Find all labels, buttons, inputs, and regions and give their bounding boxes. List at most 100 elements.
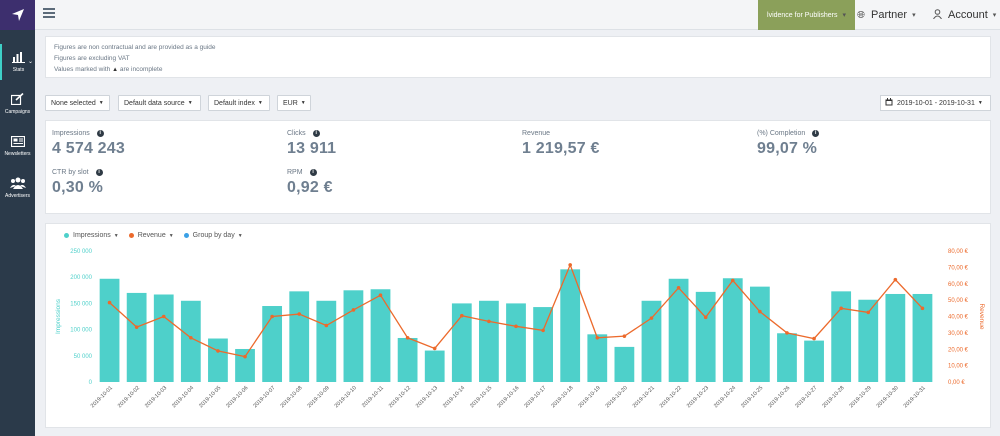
x-tick-label: 2019-10-18 [550,385,574,409]
kpi-panel: Impressions i 4 574 243 Clicks i 13 911 Re… [45,120,991,214]
globe-icon: 🌐︎ [857,9,865,21]
revenue-point [514,324,518,329]
sidebar-item-stats[interactable]: Stats ⌄ [0,44,35,80]
caret-down-icon: ▼ [300,100,306,106]
y2-tick-label: 30,00 € [948,331,969,337]
x-tick-label: 2019-10-16 [496,385,520,409]
sidebar-item-newsletters[interactable]: Newsletters [0,128,35,164]
bar [397,337,418,382]
bar [424,350,445,382]
y2-tick-label: 70,00 € [948,265,969,271]
disclaimer-text: Values marked with [54,66,111,73]
x-tick-label: 2019-10-19 [578,385,602,409]
account-menu[interactable]: Account ▾ [933,0,996,30]
info-icon[interactable]: i [812,130,820,137]
selection-label: None selected [51,99,96,107]
info-icon[interactable]: i [96,130,104,137]
info-icon[interactable]: i [309,169,317,176]
x-tick-label: 2019-10-09 [307,385,331,409]
x-tick-label: 2019-10-04 [171,385,195,409]
x-tick-label: 2019-10-12 [388,385,412,409]
hamburger-menu-icon[interactable] [43,8,55,18]
x-tick-label: 2019-10-31 [903,385,927,409]
bar [641,300,662,382]
caret-down-icon: ▼ [257,100,263,106]
legend-label: Impressions [73,232,111,239]
x-tick-label: 2019-10-01 [90,385,114,409]
legend-revenue[interactable]: Revenue ▼ [128,232,174,239]
kpi-value: 0,92 € [287,179,333,196]
legend-impressions[interactable]: Impressions ▼ [64,232,119,239]
revenue-point [568,263,572,267]
bar [858,299,879,382]
calendar-icon [885,98,893,108]
partner-menu[interactable]: 🌐︎ Partner ▾ [857,0,916,30]
group-by-dropdown[interactable]: Group by day ▼ [183,232,243,239]
bar [208,338,228,382]
bar [316,300,337,382]
bar [343,290,364,382]
sidebar-item-advertisers[interactable]: Advertisers [0,170,35,206]
x-tick-label: 2019-10-28 [821,385,845,409]
product-menu-button[interactable]: lvidence for Publishers ▾ [758,0,855,30]
bar [235,348,255,382]
currency-label: EUR [283,99,298,107]
impressions-revenue-chart: 0 50 000 100 000 150 000 200 000 250 000 0,00 … [55,249,985,409]
revenue-point [893,277,898,282]
info-icon[interactable]: i [312,130,320,137]
caret-down-icon: ▼ [237,232,243,239]
x-tick-label: 2019-10-03 [144,385,168,409]
bar [370,289,391,382]
x-tick-label: 2019-10-13 [415,385,439,409]
currency-dropdown[interactable]: EUR ▼ [277,95,311,111]
x-tick-label: 2019-10-25 [740,385,764,409]
selection-dropdown[interactable]: None selected ▼ [45,95,110,111]
sidebar-item-campaigns[interactable]: Campaigns [0,86,35,122]
revenue-point [134,325,139,329]
y-tick-label: 150 000 [70,301,92,307]
sidebar: Stats ⌄ Campaigns Newsletters Advertiser… [0,0,35,436]
legend-dot [183,233,189,238]
revenue-point [866,310,871,315]
bar [126,292,147,382]
revenue-point [270,314,274,319]
bar [506,303,526,382]
kpi-label: Impressions [52,130,90,137]
bar [533,307,553,382]
app-logo[interactable] [0,0,35,30]
date-range-picker[interactable]: 2019-10-01 - 2019-10-31 ▼ [880,95,991,111]
bar [451,303,472,382]
bar [885,293,906,382]
kpi-impressions: Impressions i 4 574 243 [52,130,125,158]
info-icon[interactable]: i [95,169,103,176]
sidebar-item-label: Advertisers [4,193,30,199]
y2-tick-label: 10,00 € [948,364,969,370]
bar [912,293,933,382]
disclaimer-panel: Figures are non contractual and are prov… [45,36,991,78]
top-bar: lvidence for Publishers ▾ 🌐︎ Partner ▾ A… [35,0,1000,30]
bar [831,291,852,382]
index-dropdown[interactable]: Default index ▼ [208,95,270,111]
kpi-rpm: RPM i 0,92 € [287,169,333,197]
y2-axis-title: Revenue [978,303,985,329]
x-tick-label: 2019-10-07 [252,385,276,409]
kpi-value: 0,30 % [52,179,104,196]
y-tick-label: 250 000 [70,249,92,255]
revenue-point [730,278,735,283]
x-tick-label: 2019-10-15 [469,385,493,409]
y2-tick-label: 60,00 € [948,282,969,288]
y2-tick-label: 40,00 € [948,315,969,321]
revenue-point [378,293,383,298]
revenue-point [243,354,247,359]
data-source-dropdown[interactable]: Default data source ▼ [118,95,201,111]
x-tick-label: 2019-10-24 [713,385,737,409]
bar [614,346,635,382]
bar [749,286,770,382]
revenue-point [812,336,816,341]
x-tick-label: 2019-10-14 [442,385,466,409]
y-axis-title: Impressions [55,298,62,334]
x-tick-label: 2019-10-08 [279,385,303,409]
revenue-point [595,335,600,340]
caret-down-icon: ▾ [912,12,916,19]
y-tick-label: 50 000 [74,354,93,360]
